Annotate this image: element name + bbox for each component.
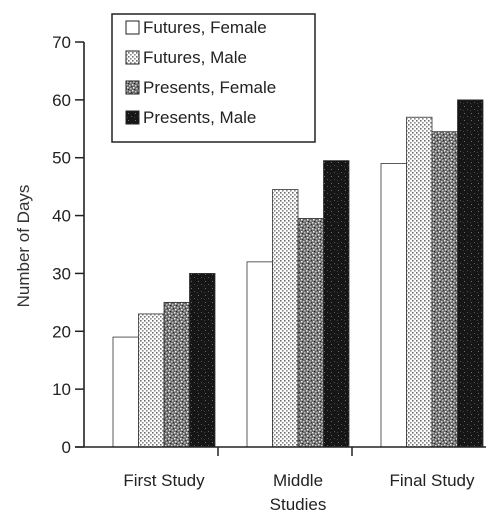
bar (297, 218, 324, 448)
y-tick-label: 40 (52, 207, 71, 226)
y-tick-label: 50 (52, 149, 71, 168)
bar (380, 163, 407, 448)
y-tick-label: 20 (52, 322, 71, 341)
legend-entry: Futures, Male (143, 48, 247, 67)
bar (457, 99, 484, 448)
legend-entry: Futures, Female (143, 18, 267, 37)
category-labels: First Study Middle Studies Final Study (123, 447, 475, 514)
legend-entry: Presents, Male (143, 108, 256, 127)
legend-swatch (125, 50, 140, 65)
y-tick-label: 60 (52, 91, 71, 110)
y-tick-label: 0 (62, 438, 71, 457)
legend-swatch (125, 80, 140, 95)
category-label: First Study (123, 471, 205, 490)
bar (112, 336, 139, 448)
y-axis-label: Number of Days (14, 185, 33, 308)
legend-entry: Presents, Female (143, 78, 276, 97)
y-axis-ticks: 0 10 20 30 40 50 60 70 (52, 33, 84, 457)
bar (189, 273, 216, 448)
y-tick-label: 10 (52, 380, 71, 399)
bar (406, 116, 433, 448)
legend: Futures, Female Futures, Male Presents, Fe… (111, 13, 316, 143)
bar (163, 301, 190, 448)
legend-swatch (125, 20, 140, 35)
bar (431, 131, 458, 448)
legend-box (111, 13, 316, 143)
y-tick-label: 30 (52, 264, 71, 283)
category-label: Final Study (389, 471, 475, 490)
y-tick-label: 70 (52, 33, 71, 52)
bar (246, 261, 273, 448)
bar (272, 189, 299, 448)
legend-swatch (125, 110, 140, 125)
bar (323, 160, 350, 448)
bars-group (112, 99, 484, 448)
category-label: Middle Studies (270, 471, 327, 514)
axes (75, 42, 486, 448)
bar (138, 313, 165, 448)
